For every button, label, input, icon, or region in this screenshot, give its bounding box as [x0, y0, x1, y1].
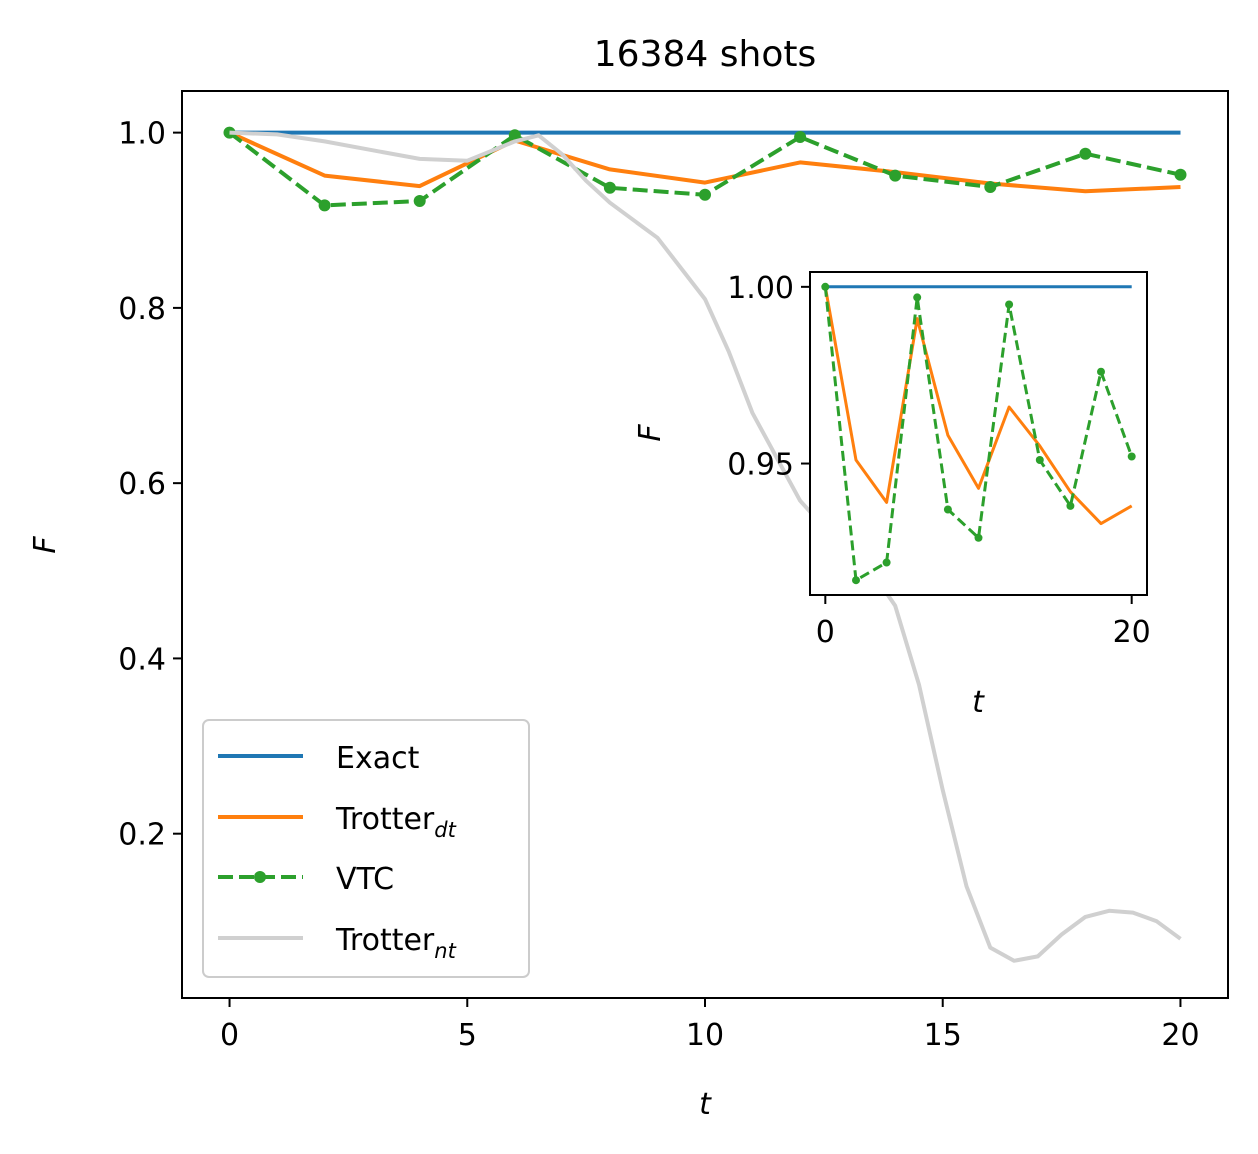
main-x-tick-label: 0	[220, 1018, 239, 1053]
main-x-tick-label: 5	[458, 1018, 477, 1053]
inset-x-tick-label: 20	[1113, 615, 1151, 650]
main-point-vtc	[508, 129, 521, 142]
inset-point-vtc	[943, 505, 952, 514]
legend-name-trotter-dt: Trotter	[335, 802, 435, 837]
inset-plot-area	[821, 282, 1136, 585]
legend-label-exact: Exact	[336, 741, 420, 776]
chart-title: 16384 shots	[594, 34, 816, 75]
legend-name-vtc: VTC	[336, 862, 394, 897]
main-x-tick-label: 10	[686, 1018, 724, 1053]
main-y-axis-label: F	[28, 536, 63, 554]
inset-point-vtc	[1066, 501, 1075, 510]
legend-name-trotter-nt: Trotter	[335, 923, 435, 958]
inset-point-vtc	[1035, 456, 1044, 464]
inset-point-vtc	[1127, 452, 1136, 461]
main-point-vtc	[1174, 168, 1187, 181]
main-point-vtc	[318, 199, 331, 212]
legend-label-vtc: VTC	[336, 862, 394, 897]
inset-y-axis: 0.95 1.00	[727, 271, 810, 483]
inset-point-vtc	[1097, 367, 1105, 376]
main-point-vtc	[794, 131, 807, 143]
main-point-vtc	[1079, 147, 1092, 160]
main-y-tick-label: 1.0	[118, 117, 166, 152]
main-x-tick-label: 20	[1161, 1018, 1199, 1053]
inset-point-vtc	[882, 558, 891, 567]
legend-subscript-nt: nt	[434, 939, 456, 963]
legend-label-trotter-nt: Trotternt	[335, 923, 457, 963]
main-series-line-trotter-nt	[229, 130, 1182, 963]
inset-x-tick-label: 0	[816, 615, 835, 650]
inset-series-line-trotter-dt	[823, 286, 1133, 526]
legend-marker-vtc	[254, 871, 266, 883]
inset-point-vtc	[974, 533, 983, 542]
main-y-tick-label: 0.8	[118, 292, 166, 327]
inset-point-vtc	[821, 282, 830, 291]
legend-name-exact: Exact	[336, 741, 420, 776]
main-point-vtc	[413, 195, 426, 207]
inset-y-axis-label: F	[633, 424, 668, 442]
legend-label-trotter-dt: Trotterdt	[335, 802, 457, 842]
legend: Exact Trotterdt VTC Trotternt	[202, 719, 530, 978]
main-point-vtc	[889, 169, 902, 182]
main-y-tick-label: 0.6	[118, 467, 166, 502]
inset-point-vtc	[852, 576, 860, 585]
inset-y-tick-label: 1.00	[727, 271, 794, 306]
main-series-line-trotter-dt	[228, 130, 1181, 194]
main-point-vtc	[603, 181, 616, 194]
inset-point-vtc	[913, 293, 922, 302]
inset-x-axis-label: t	[972, 685, 985, 720]
inset-y-tick-label: 0.95	[727, 448, 794, 483]
main-point-vtc	[984, 181, 997, 193]
main-plot-area	[223, 126, 1187, 963]
main-x-axis-label: t	[699, 1087, 712, 1122]
inset-point-vtc	[1005, 300, 1014, 309]
legend-frame	[202, 719, 530, 978]
inset-x-axis: 0 20	[816, 595, 1151, 650]
main-y-axis: 0.2 0.4 0.6 0.8 1.0	[118, 117, 182, 853]
legend-subscript-dt: dt	[434, 818, 456, 842]
main-x-tick-label: 15	[924, 1018, 962, 1053]
inset-background	[810, 272, 1147, 595]
main-y-tick-label: 0.2	[118, 818, 166, 853]
main-y-tick-label: 0.4	[118, 642, 166, 677]
main-point-vtc	[699, 188, 711, 201]
inset-axes-frame	[809, 271, 1148, 596]
inset-series-line-vtc	[823, 286, 1134, 582]
main-x-axis: 0 5 10 15 20	[220, 998, 1200, 1053]
